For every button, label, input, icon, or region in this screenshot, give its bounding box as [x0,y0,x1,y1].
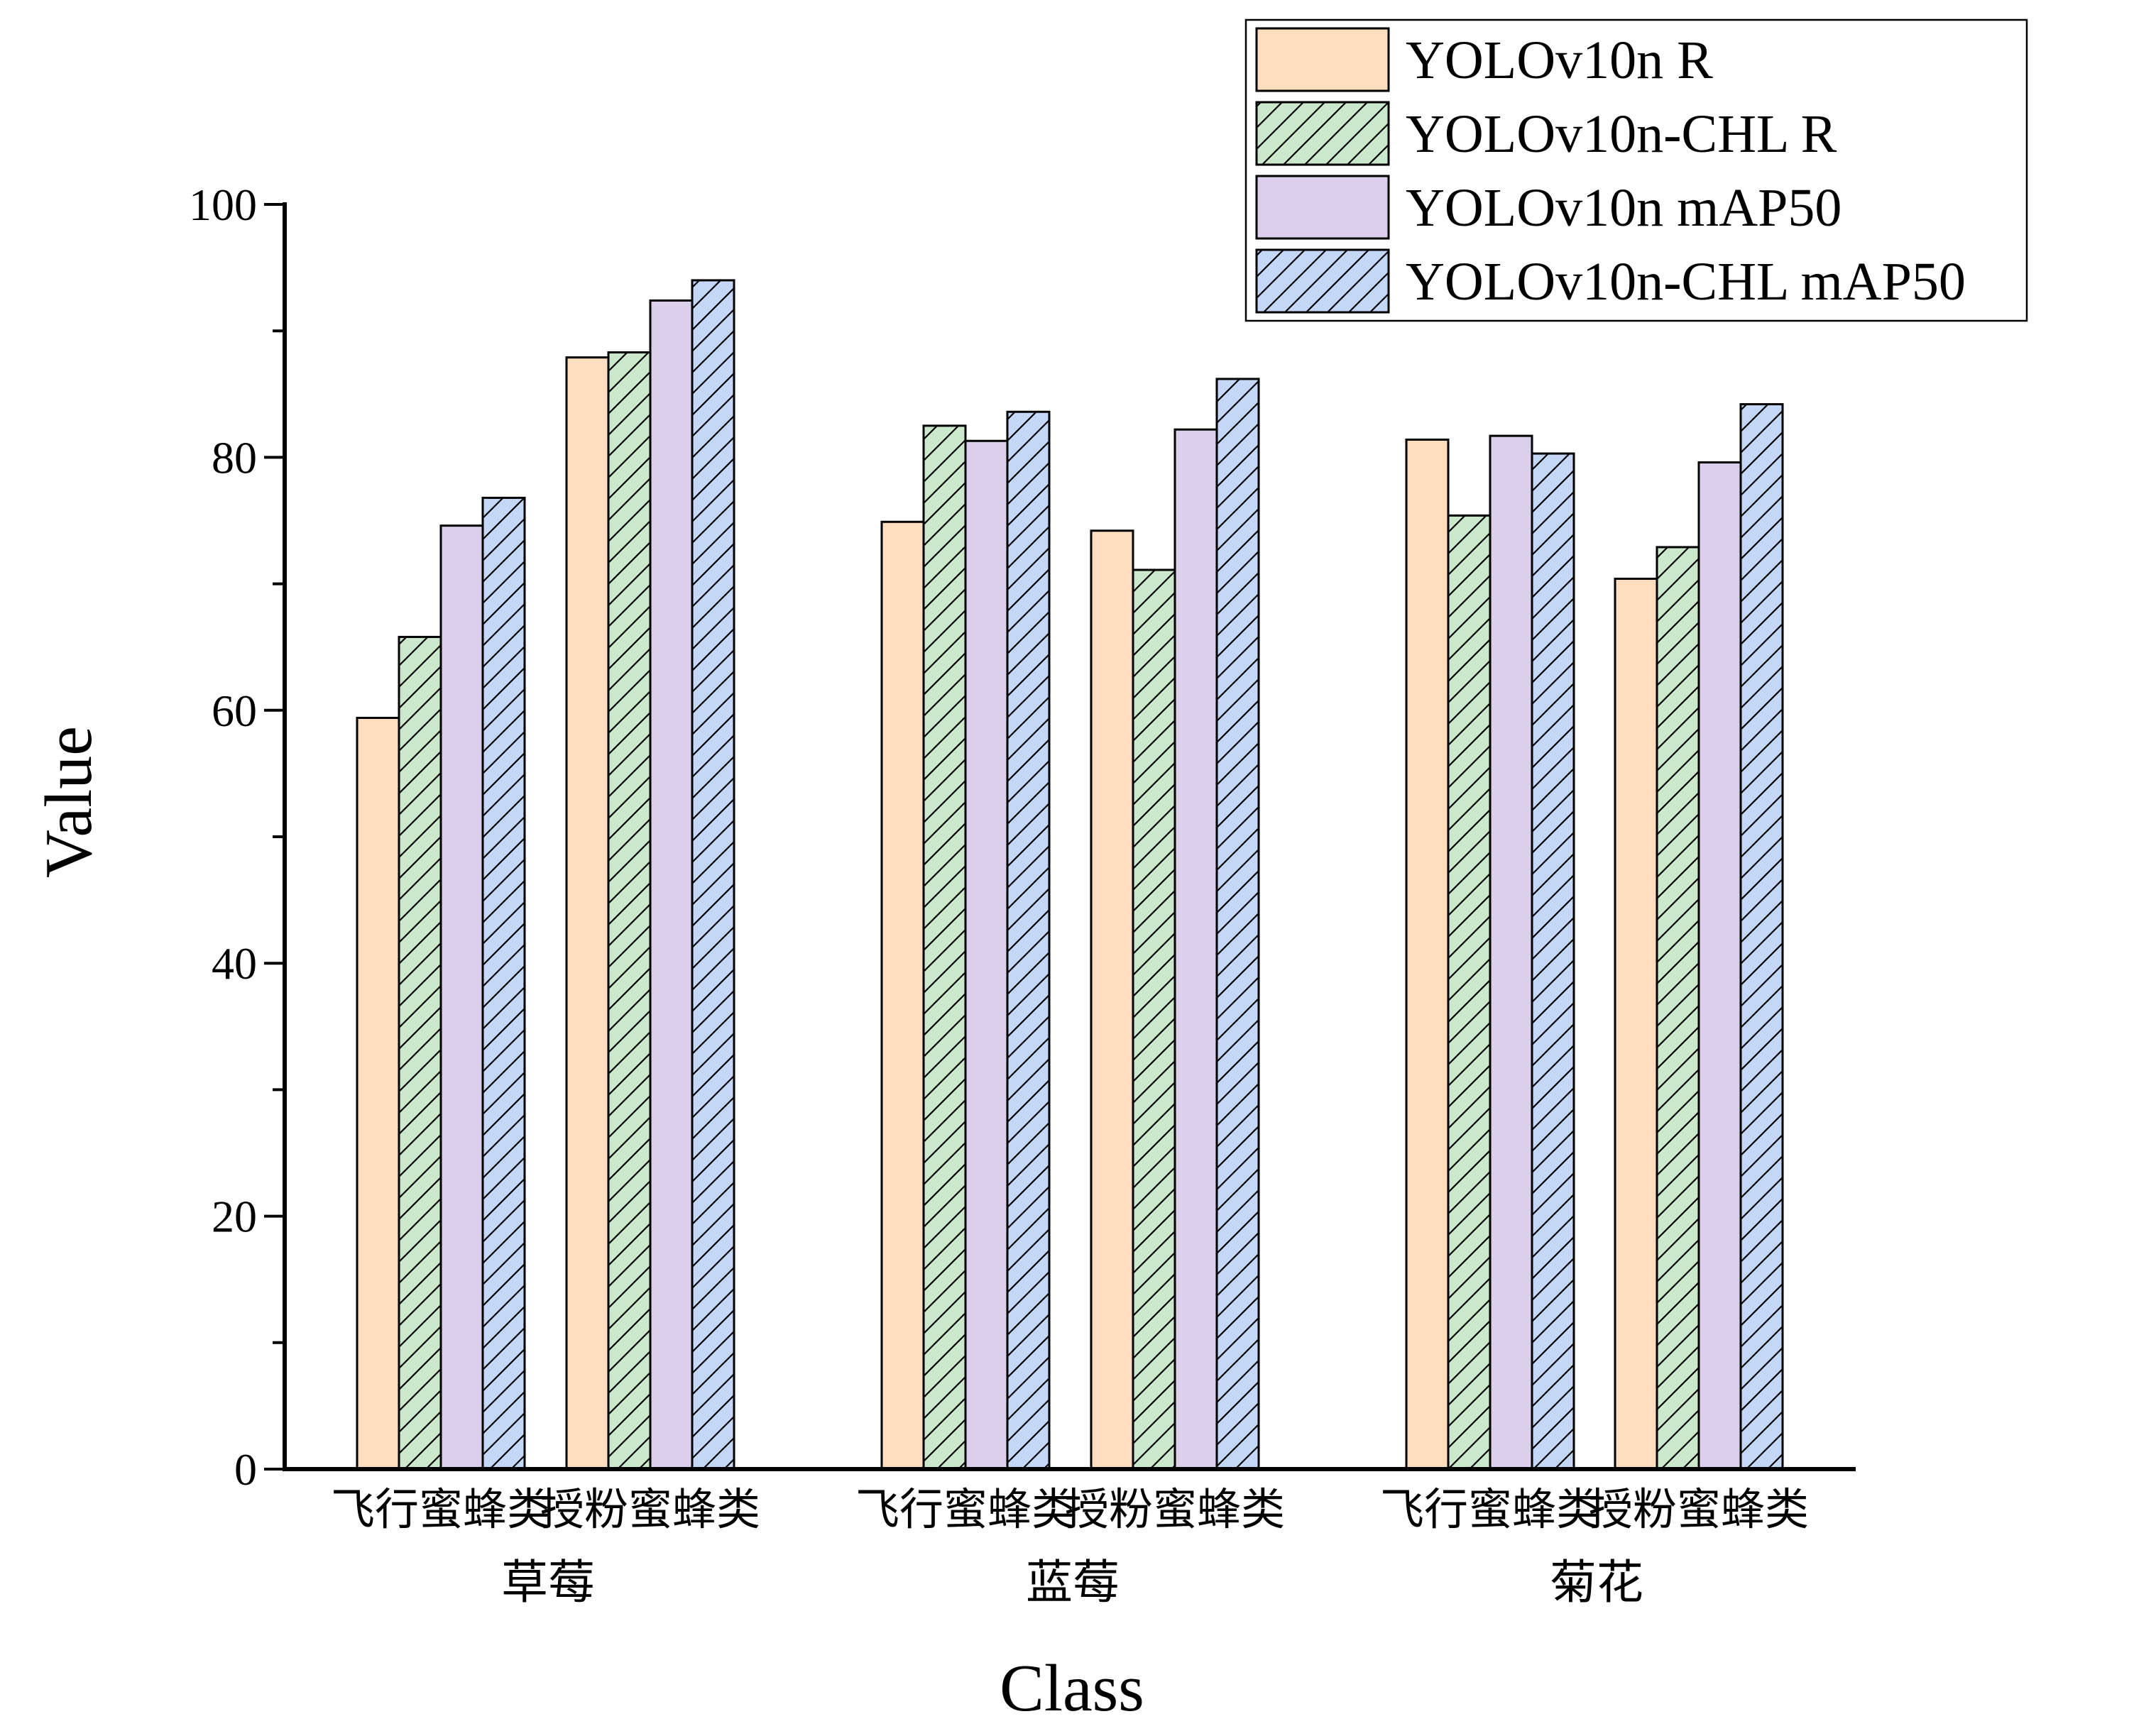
bar-hatch [399,637,441,1469]
bar-hatch [1657,546,1699,1469]
bar [1091,530,1133,1469]
x-group-label: 蓝莓 [1026,1557,1120,1609]
x-category-label: 授粉蜜蜂类 [1065,1486,1285,1534]
bar [1490,436,1532,1470]
bar [567,357,608,1469]
bar-hatch [608,352,650,1469]
bar [357,718,399,1470]
bar [650,300,692,1469]
x-category-label: 授粉蜜蜂类 [540,1486,760,1534]
legend-label: YOLOv10n R [1406,31,1713,90]
bar-hatch [1007,412,1049,1469]
y-tick-label: 0 [234,1444,257,1495]
x-category-label: 飞行蜜蜂类 [331,1486,551,1534]
y-tick-label: 20 [212,1192,257,1242]
bar [965,441,1007,1469]
x-category-label: 飞行蜜蜂类 [855,1486,1076,1534]
bar-hatch [692,280,734,1469]
legend-swatch [1257,176,1389,238]
legend-swatch-outline [1255,175,1390,240]
legend-label: YOLOv10n-CHL mAP50 [1406,252,1966,312]
y-tick-label: 80 [212,432,257,483]
legend-swatch [1257,28,1389,91]
y-tick-label: 60 [212,686,257,736]
bar [1175,429,1217,1469]
legend-swatch-outline [1255,248,1390,314]
bar-hatch [1217,378,1259,1469]
bar-hatch [924,425,965,1469]
bar [1699,462,1741,1469]
bar-hatch [1133,569,1175,1469]
x-category-label: 飞行蜜蜂类 [1380,1486,1600,1534]
legend-label: YOLOv10n-CHL R [1406,104,1837,164]
y-ticks: 0 20 40 60 80 100 [189,180,285,1495]
bar [441,525,483,1470]
bar-hatch [1741,404,1783,1469]
legend-label: YOLOv10n mAP50 [1406,178,1842,238]
x-axis-title: Class [1000,1652,1144,1725]
bar-hatch [1532,454,1574,1470]
x-group-label: 菊花 [1550,1557,1643,1609]
bar [1615,578,1657,1470]
bar [882,522,924,1469]
x-category-label: 授粉蜜蜂类 [1589,1486,1809,1534]
bar-hatch [483,498,525,1469]
legend-swatch-hatch [1257,102,1389,165]
bar-hatch [1448,515,1490,1469]
bar [1406,439,1448,1469]
legend-swatch-outline [1255,27,1390,92]
x-group-label: 草莓 [501,1557,595,1609]
legend: YOLOv10n R YOLOv10n-CHL R YOLOv10n mAP50 YO… [1244,18,2028,322]
legend-swatch-hatch [1257,250,1389,312]
y-axis-title: Value [32,726,106,878]
bars-layer [356,279,1784,1471]
y-tick-label: 40 [212,938,257,989]
y-tick-label: 100 [189,180,257,230]
legend-swatch-outline [1255,101,1390,166]
